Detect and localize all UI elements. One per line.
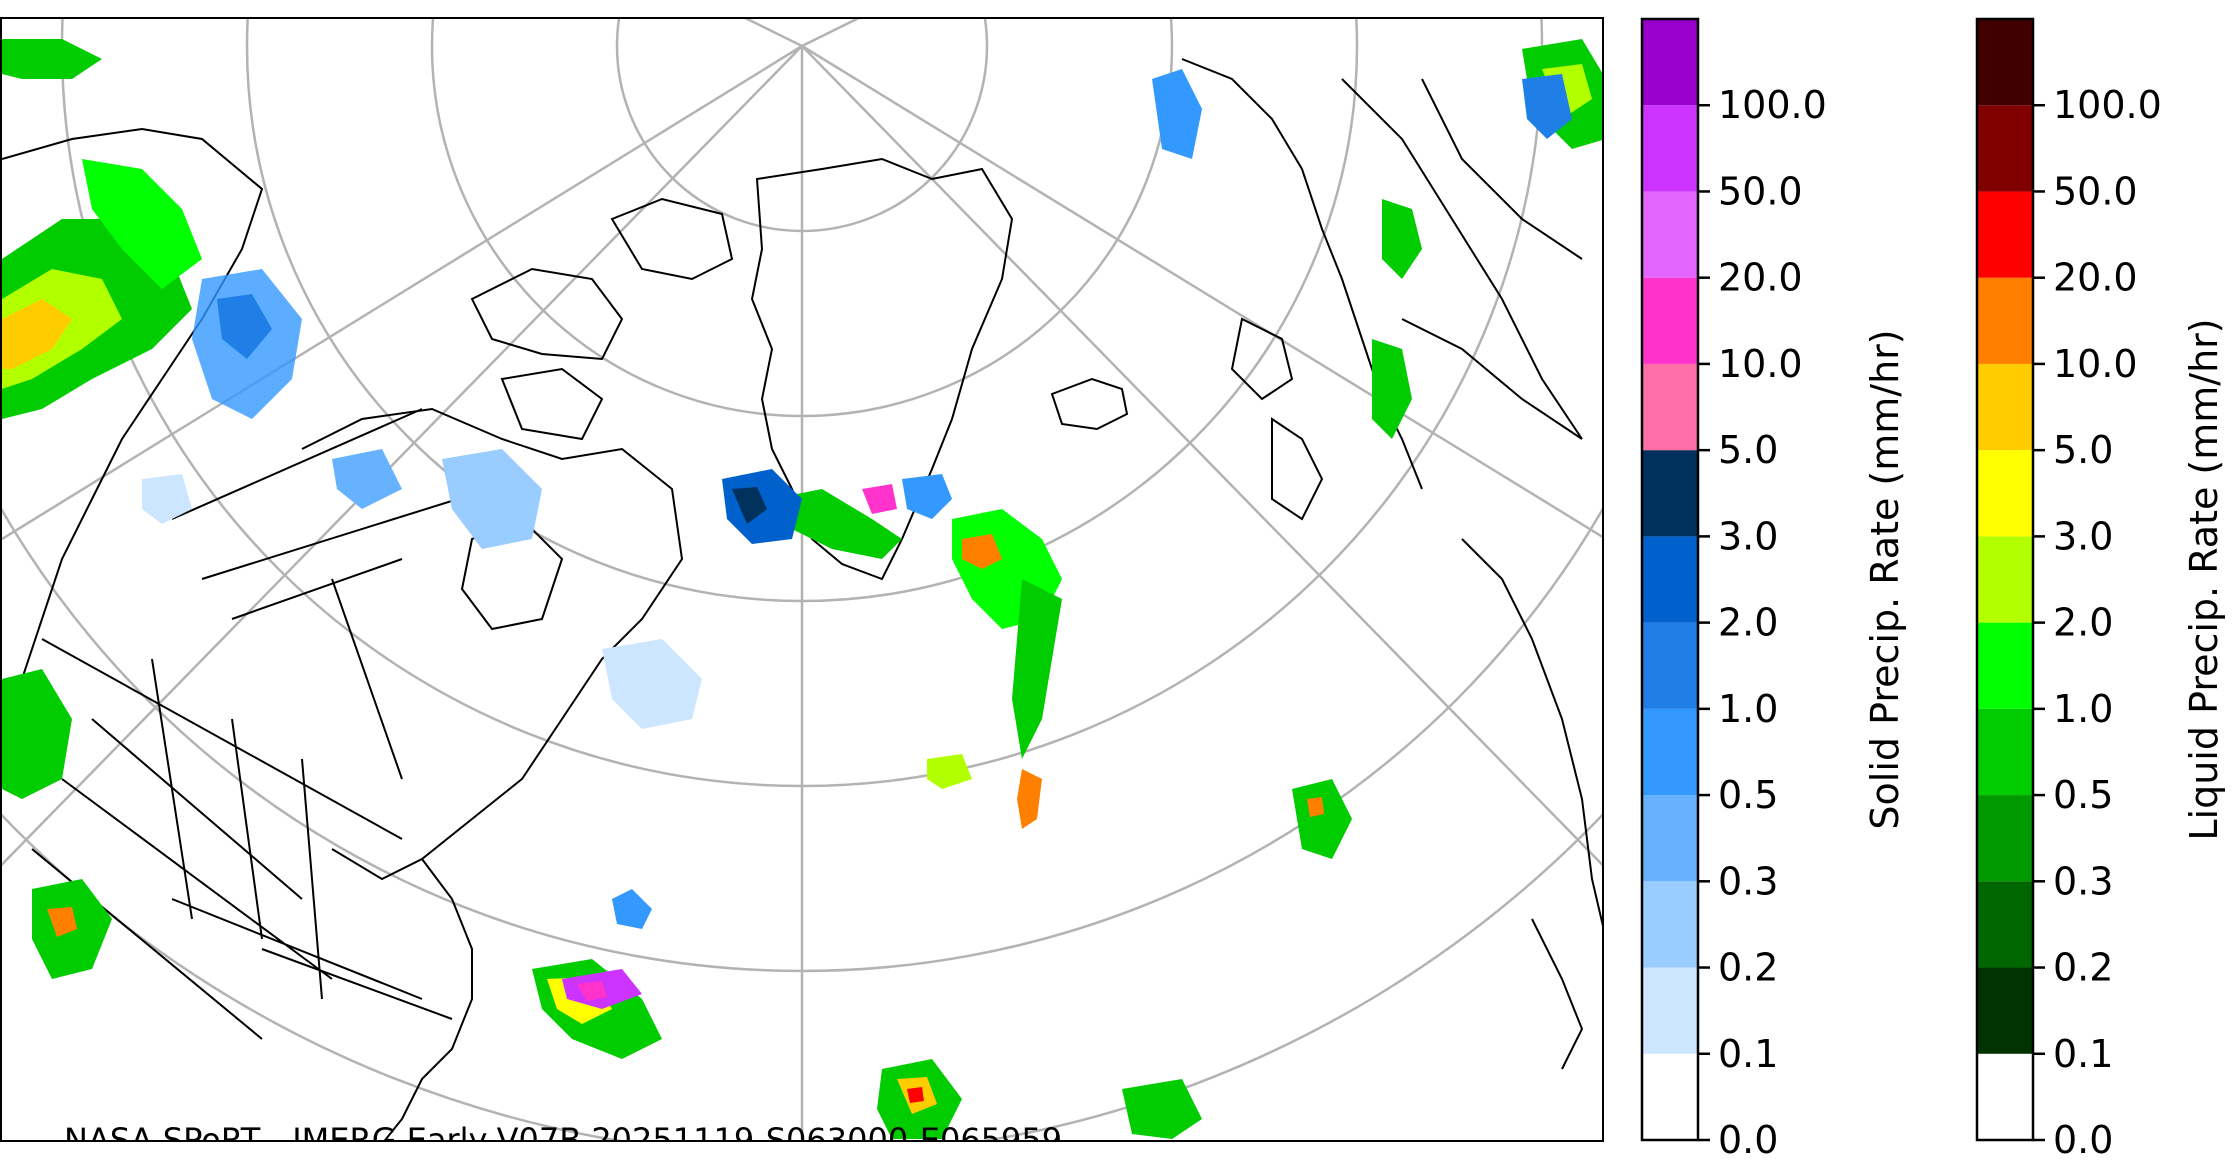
liquid-colorbar-segment xyxy=(1977,277,2033,364)
solid-colorbar-tick-label: 0.1 xyxy=(1718,1032,1778,1076)
solid-colorbar-segment xyxy=(1642,622,1698,709)
solid-colorbar-segment xyxy=(1642,967,1698,1054)
solid-colorbar-segment xyxy=(1642,19,1698,106)
liquid-colorbar-tick-label: 0.5 xyxy=(2053,773,2113,817)
liquid-colorbar-tick-label: 3.0 xyxy=(2053,514,2113,558)
liquid-colorbar-tick-label: 10.0 xyxy=(2053,342,2138,386)
liquid-colorbar-segment xyxy=(1977,19,2033,106)
liquid-colorbar-segment xyxy=(1977,536,2033,623)
liquid-colorbar-segment xyxy=(1977,363,2033,451)
liquid-colorbar-segment xyxy=(1977,708,2033,796)
liquid-colorbar-segment xyxy=(1977,191,2033,278)
liquid-colorbar-segment xyxy=(1977,881,2033,968)
solid-colorbar-segment xyxy=(1642,105,1698,192)
liquid-colorbar-tick-label: 0.0 xyxy=(2053,1118,2113,1162)
liquid-precip xyxy=(2,39,1602,1139)
liquid-colorbar-tick-label: 0.3 xyxy=(2053,859,2113,903)
solid-colorbar-segment xyxy=(1642,795,1698,882)
liquid-colorbar-tick-label: 5.0 xyxy=(2053,428,2113,472)
coastlines xyxy=(2,58,1602,1140)
credit-text: NASA SPoRT - IMERG Early-V07B 20251119-S… xyxy=(64,1121,1063,1142)
solid-colorbar-segment xyxy=(1642,536,1698,623)
solid-colorbar-tick-label: 5.0 xyxy=(1718,428,1778,472)
solid-colorbar-segment xyxy=(1642,1053,1698,1140)
liquid-colorbar-segment xyxy=(1977,967,2033,1054)
solid-colorbar-tick-label: 0.2 xyxy=(1718,946,1778,990)
solid-colorbar-segment xyxy=(1642,881,1698,968)
solid-colorbar-segment xyxy=(1642,191,1698,278)
liquid-colorbar-segment xyxy=(1977,450,2033,537)
liquid-colorbar-tick-label: 0.2 xyxy=(2053,946,2113,990)
solid-colorbar-tick-label: 3.0 xyxy=(1718,514,1778,558)
liquid-precip-colorbar: 0.0 0.1 0.2 0.3 0.5 1.0 2.0 3.0 5.0 10.0 20.0 50.0 1… xyxy=(1975,17,2237,1162)
liquid-colorbar-tick-label: 2.0 xyxy=(2053,601,2113,645)
solid-colorbar-segment xyxy=(1642,708,1698,796)
solid-colorbar-tick-label: 0.3 xyxy=(1718,859,1778,903)
solid-colorbar-segment xyxy=(1642,363,1698,451)
solid-colorbar-tick-label: 0.0 xyxy=(1718,1118,1778,1162)
liquid-colorbar-title: Liquid Precip. Rate (mm/hr) xyxy=(2182,318,2226,840)
liquid-colorbar-tick-label: 0.1 xyxy=(2053,1032,2113,1076)
precip-map: NASA SPoRT - IMERG Early-V07B 20251119-S… xyxy=(0,17,1604,1142)
solid-colorbar-tick-label: 20.0 xyxy=(1718,256,1803,300)
solid-colorbar-segment xyxy=(1642,277,1698,364)
solid-colorbar-title: Solid Precip. Rate (mm/hr) xyxy=(1863,329,1907,829)
solid-precip-colorbar: 0.0 0.1 0.2 0.3 0.5 1.0 2.0 3.0 5.0 10.0 20.0 50.0 1… xyxy=(1640,17,1940,1162)
solid-colorbar-frame xyxy=(1640,17,1700,1142)
solid-colorbar-tick-label: 1.0 xyxy=(1718,687,1778,731)
liquid-colorbar-segment xyxy=(1977,105,2033,192)
liquid-colorbar-frame xyxy=(1975,17,2035,1142)
graticule xyxy=(2,19,1602,1140)
solid-colorbar-svg: 0.0 0.1 0.2 0.3 0.5 1.0 2.0 3.0 5.0 10.0 20.0 50.0 1… xyxy=(1640,17,1907,1162)
liquid-colorbar-segment xyxy=(1977,795,2033,882)
liquid-colorbar-segment xyxy=(1977,1053,2033,1140)
liquid-colorbar-tick-label: 50.0 xyxy=(2053,169,2138,213)
solid-colorbar-tick-label: 100.0 xyxy=(1718,83,1827,127)
solid-colorbar-tick-label: 2.0 xyxy=(1718,601,1778,645)
solid-precip xyxy=(142,69,1572,1009)
liquid-colorbar-tick-label: 100.0 xyxy=(2053,83,2162,127)
liquid-colorbar-tick-label: 1.0 xyxy=(2053,687,2113,731)
solid-colorbar-tick-label: 50.0 xyxy=(1718,169,1803,213)
solid-colorbar-tick-label: 10.0 xyxy=(1718,342,1803,386)
liquid-colorbar-tick-label: 20.0 xyxy=(2053,256,2138,300)
liquid-colorbar-svg: 0.0 0.1 0.2 0.3 0.5 1.0 2.0 3.0 5.0 10.0 20.0 50.0 1… xyxy=(1975,17,2226,1162)
solid-colorbar-segment xyxy=(1642,450,1698,537)
map-canvas xyxy=(2,19,1602,1140)
solid-colorbar-tick-label: 0.5 xyxy=(1718,773,1778,817)
liquid-colorbar-segment xyxy=(1977,622,2033,709)
